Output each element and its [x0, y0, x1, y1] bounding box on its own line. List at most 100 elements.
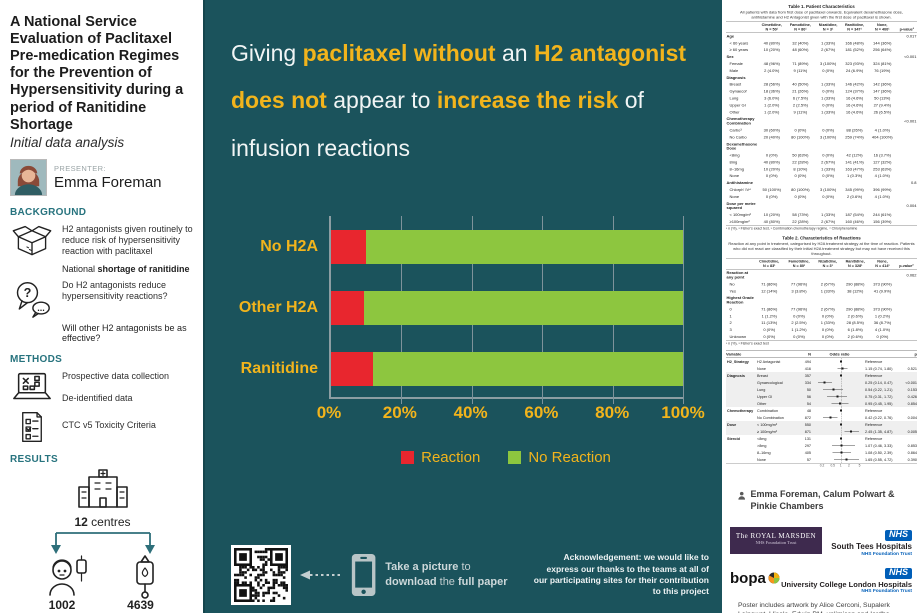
- forest-row: Gynaecological 334 0.25 (0.14, 0.47) <0.001: [726, 378, 917, 387]
- cell: 26 (6.5%): [873, 109, 891, 115]
- cell: [758, 201, 786, 212]
- table-row: Highest Grade Reaction: [726, 295, 917, 306]
- headline-highlight: H2 antagonist does not: [231, 40, 687, 114]
- cell: 404 (100%): [871, 134, 893, 140]
- forest-plot-cell: [814, 406, 865, 415]
- methods-item-data: Prospective data collection De-identifie…: [10, 371, 195, 405]
- cell: 373 (90%): [873, 281, 892, 287]
- legend-item: No Reaction: [508, 449, 611, 466]
- row-label: Breast: [729, 82, 742, 87]
- forest-group: Dose: [727, 422, 737, 427]
- method-2: De-identified data: [62, 393, 133, 404]
- table-head: Cimetidine, N = 50¹ Famotidine, N = 80¹ Ni…: [726, 21, 917, 34]
- table2-title: Table 2. Characteristics of Reactions: [782, 235, 861, 241]
- cell: 27 (9.4%): [873, 102, 891, 108]
- p-value: [897, 88, 917, 95]
- cell: 0 (0%): [765, 173, 778, 179]
- forest-level: Gynaecological: [757, 380, 783, 385]
- forest-point: [850, 430, 853, 433]
- cell: 71 (86%): [761, 281, 778, 287]
- forest-n: 56: [806, 394, 811, 399]
- p-value: <0.001: [904, 54, 917, 60]
- instruction-segment: full paper: [457, 576, 508, 588]
- cell: [868, 54, 897, 61]
- table-row: <8mg 0 (0%) 50 (63%) 0 (0%) 42 (12%) 16 (3.7%…: [726, 152, 917, 159]
- chart-bar-row: [331, 277, 683, 338]
- p-value: [897, 166, 917, 173]
- p-value: [896, 327, 917, 334]
- forest-point: [823, 381, 826, 384]
- p-value: [897, 109, 917, 116]
- cell: 1 (33%): [821, 109, 836, 115]
- cell: 373 (90%): [873, 306, 892, 312]
- cell: 1 (33%): [821, 95, 836, 101]
- cell: 290 (88%): [845, 306, 865, 312]
- table1-footnote: ¹ n (%), ² Fisher's exact test, ³ Combin…: [726, 227, 858, 231]
- background-item-text: H2 antagonists given routinely to reduce…: [62, 223, 193, 257]
- legend-item: Reaction: [401, 449, 480, 466]
- p-value: <0.001: [904, 118, 917, 124]
- left-column: A National Service Evaluation of Paclita…: [0, 0, 203, 613]
- cell: 22 (28%): [792, 219, 809, 225]
- south-tees-name: South Tees Hospitals: [831, 541, 912, 551]
- p-value: 0.017: [906, 33, 917, 39]
- logo-row-1: The ROYAL MARSDEN NHS Foundation Trust N…: [730, 524, 912, 557]
- table-row: Dexamethasone Dose: [726, 141, 917, 152]
- cell: [841, 141, 868, 152]
- method-1: Prospective data collection: [62, 370, 170, 381]
- cell: 0 (0%): [765, 194, 778, 199]
- row-label: Upper GI: [729, 102, 746, 108]
- cell: 127 (32%): [873, 159, 892, 165]
- cell: 12 (14%): [761, 288, 778, 294]
- forest-p: <0.001: [905, 380, 917, 385]
- cell: [786, 54, 815, 61]
- bopa-logo: bopa: [730, 570, 780, 587]
- presenter-label: PRESENTER:: [54, 163, 106, 173]
- table2-caption: Reaction at any point in treatment, cate…: [728, 241, 915, 257]
- forest-p: 0.390: [907, 457, 917, 462]
- cell: [815, 33, 841, 40]
- forest-or-text: 1.07 (0.46, 3.33): [865, 443, 893, 448]
- cell: 0 (0%): [822, 89, 834, 94]
- forest-row: Diagnosis Breast 357 Reference: [726, 371, 917, 380]
- table-row: Upper GI 1 (2.0%) 2 (2.5%) 0 (0%) 16 (4.6%) 2…: [726, 102, 917, 109]
- cell: 71 (89%): [792, 61, 809, 66]
- cell: 0 (0%): [821, 334, 834, 340]
- cell: 0 (0%): [821, 327, 834, 333]
- p-value: [896, 306, 917, 313]
- cell: 0 (0%): [763, 327, 776, 333]
- cell: 16 (4.6%): [845, 95, 864, 101]
- headline-text: of infusion reactions: [231, 87, 644, 161]
- forest-n: 334: [804, 380, 811, 385]
- forest-axis-tick: 0.2: [819, 464, 825, 468]
- cell: [786, 201, 815, 212]
- royal-marsden-name: The ROYAL MARSDEN: [735, 532, 817, 541]
- forest-plot-cell: [814, 413, 865, 422]
- table2: Table 2. Characteristics of Reactions Re…: [726, 236, 917, 346]
- chart-bar-row: [331, 216, 683, 277]
- table-row: 8–16mg 10 (20%) 8 (10%) 1 (33%) 163 (47%) 253…: [726, 166, 917, 173]
- cell: 3 (100%): [819, 61, 837, 66]
- results-stats-row: 1002 patients 4639 infusions: [10, 597, 195, 613]
- table-row: 3 0 (0%) 1 (1.2%) 0 (0%) 6 (1.8%) 4 (1.0%): [726, 327, 917, 334]
- cell: [841, 295, 869, 306]
- table-row: ≥ 60 years 10 (20%) 48 (60%) 2 (67%) 181 (52…: [726, 47, 917, 54]
- forest-plot-cell: [814, 448, 865, 457]
- qr-code-svg: [234, 548, 288, 602]
- p-value: [897, 173, 917, 180]
- forest-point: [845, 458, 848, 461]
- forest-head: Variable N Odds ratio p: [726, 351, 917, 359]
- legend-swatch: [508, 451, 522, 465]
- cell: 187 (54%): [845, 212, 864, 218]
- nhs-logo: NHS: [884, 529, 912, 542]
- patients-value: 1002: [48, 597, 76, 612]
- forest-p: 0.153: [907, 387, 917, 392]
- forest-plot-cell: [814, 434, 865, 443]
- forest-plot-cell: [814, 399, 865, 408]
- forest-point: [829, 416, 832, 419]
- forest-level: H2 Antagonist: [757, 359, 781, 364]
- forest-point: [839, 402, 842, 405]
- column-header: Ranitidine, N = 347¹: [841, 21, 868, 34]
- cell: 22 (28%): [792, 159, 809, 165]
- row-label: 8–16mg: [729, 166, 744, 172]
